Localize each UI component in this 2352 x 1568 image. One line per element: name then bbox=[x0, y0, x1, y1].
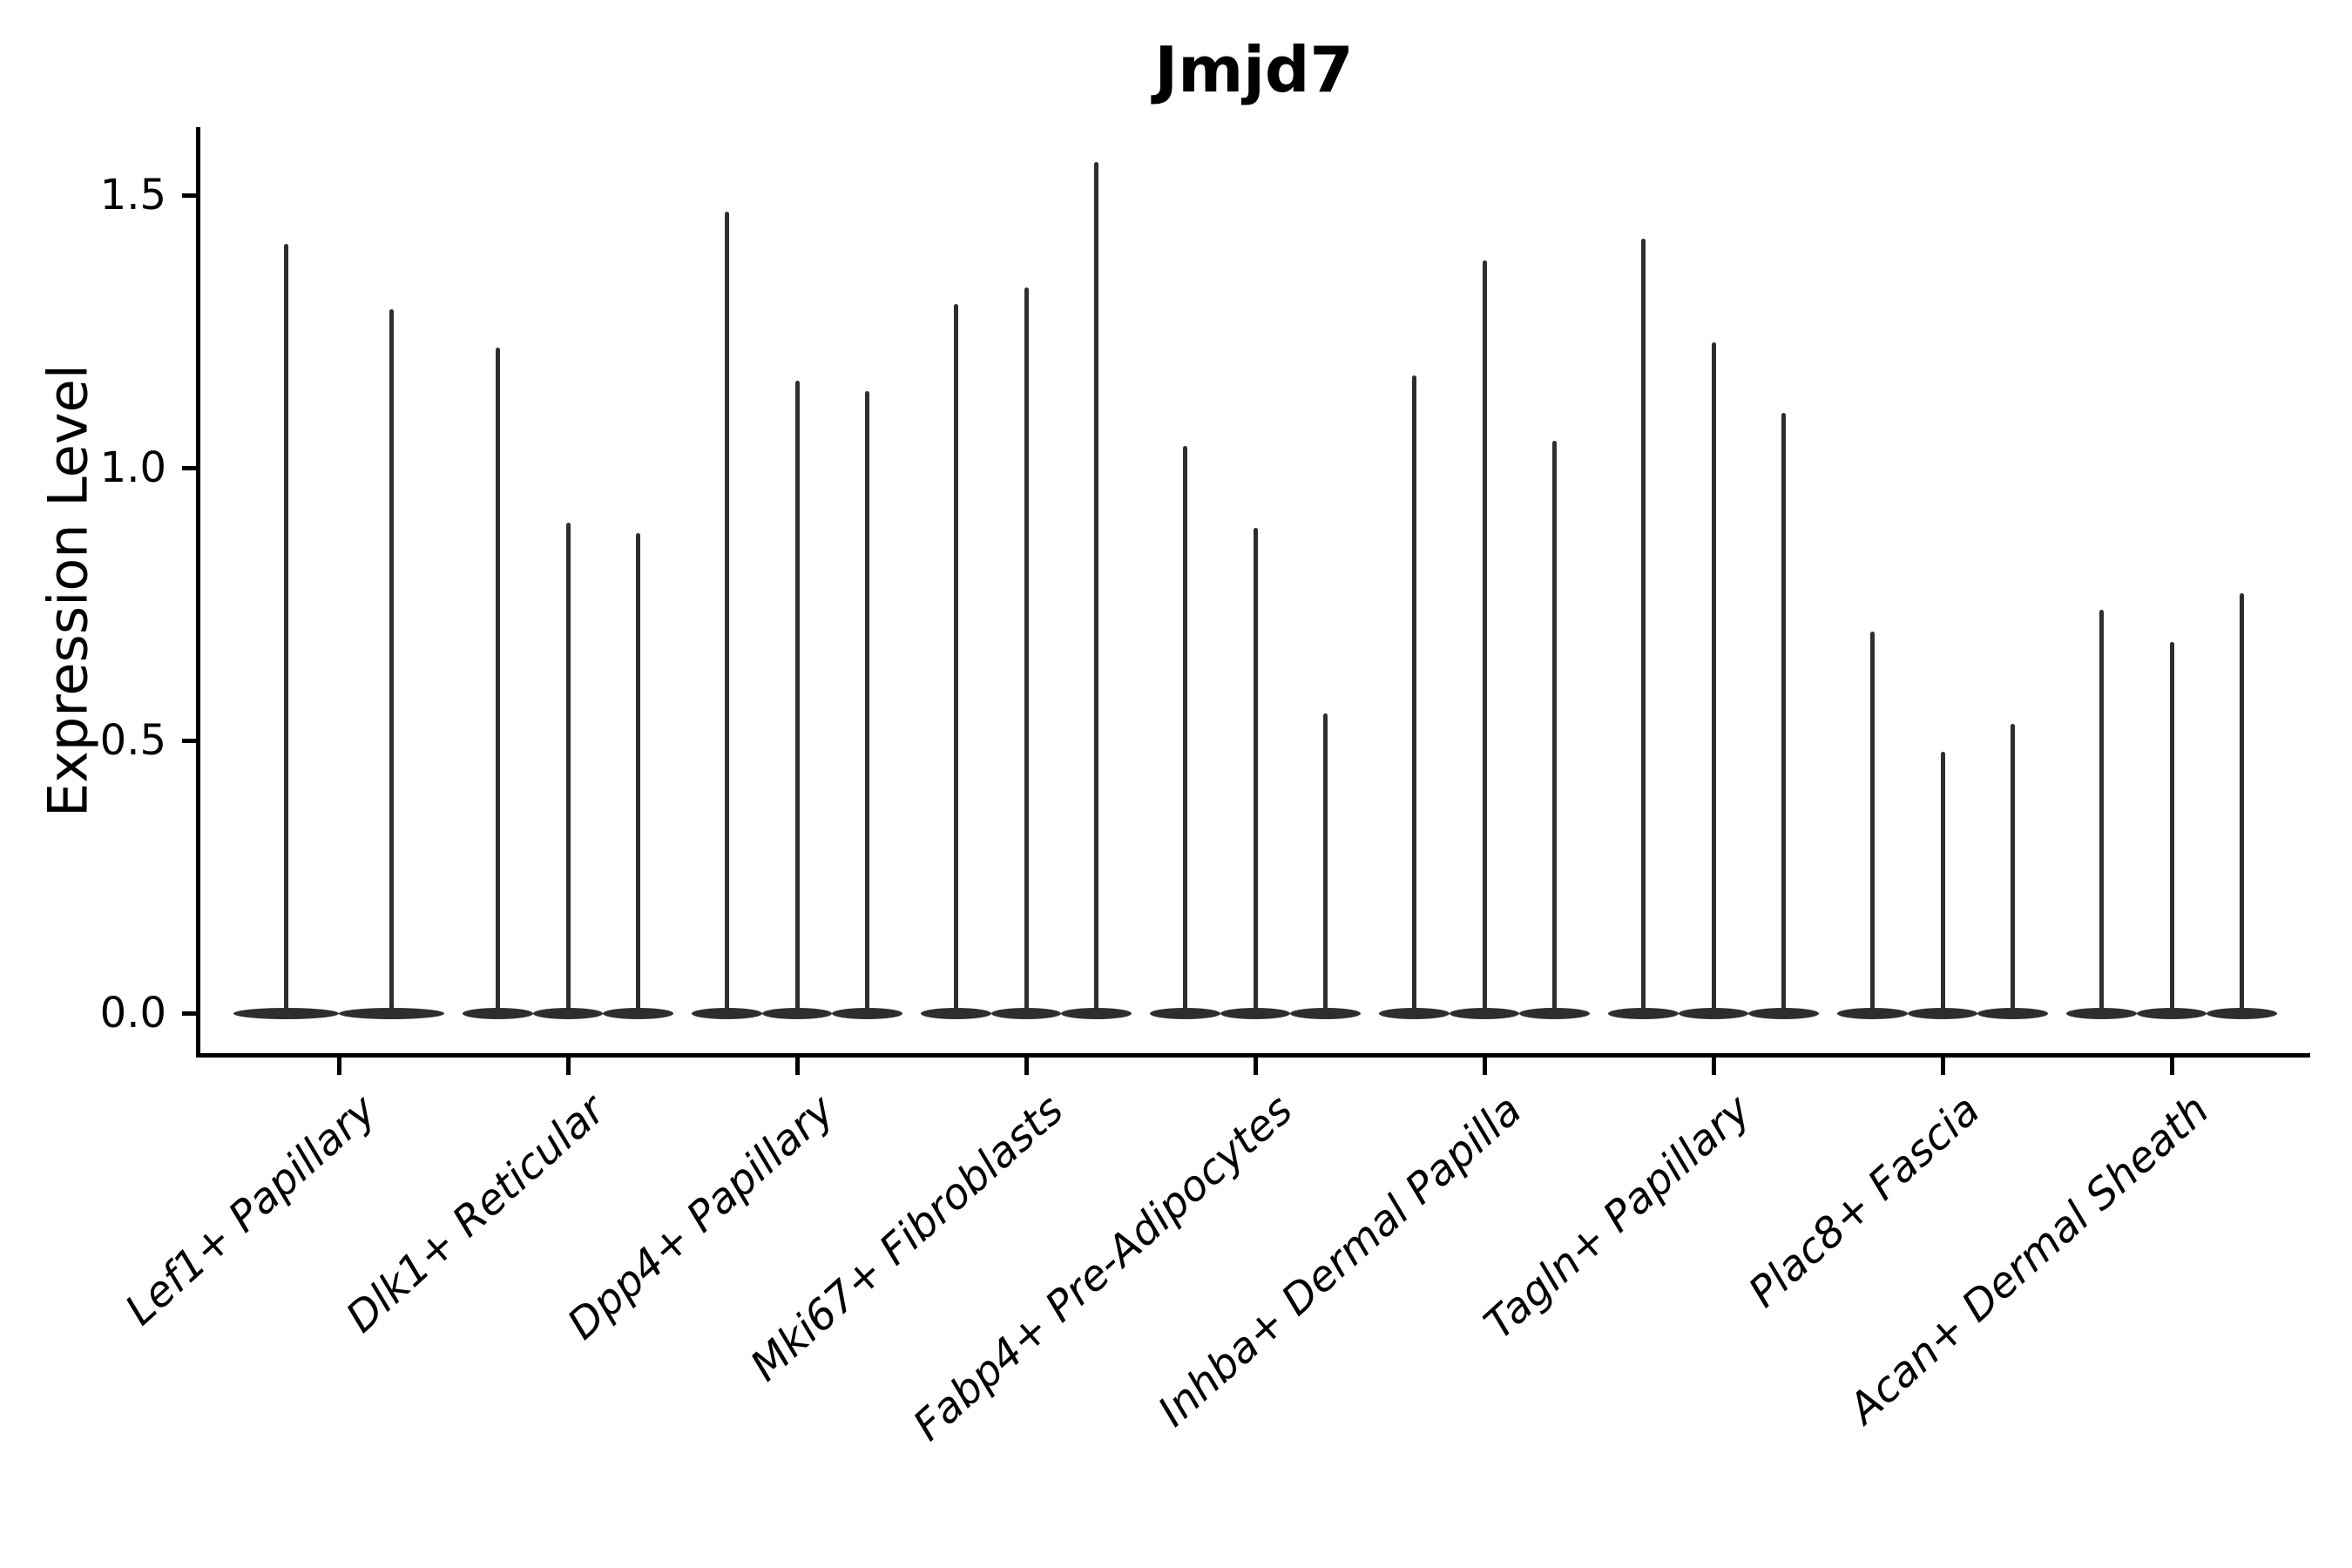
violin-base bbox=[233, 1007, 339, 1019]
violin-spike bbox=[389, 309, 394, 1013]
chart-title: Jmjd7 bbox=[1154, 33, 1354, 106]
violin-base bbox=[532, 1007, 604, 1019]
violin-spike bbox=[1411, 375, 1416, 1013]
violin-spike bbox=[495, 348, 500, 1013]
y-axis-spine bbox=[195, 127, 200, 1058]
violin-base bbox=[463, 1007, 533, 1019]
violin-spike bbox=[1253, 527, 1258, 1013]
x-axis-spine bbox=[195, 1053, 2310, 1058]
y-tick bbox=[181, 193, 196, 198]
x-tick bbox=[1482, 1058, 1487, 1075]
violin-base bbox=[1837, 1007, 1908, 1019]
violin-base bbox=[761, 1007, 833, 1019]
x-tick bbox=[1711, 1058, 1716, 1075]
violin-base bbox=[1290, 1007, 1361, 1019]
violin-base bbox=[1519, 1007, 1590, 1019]
violin-spike bbox=[2099, 609, 2104, 1013]
y-tick bbox=[181, 1010, 196, 1016]
y-tick-label: 1.5 bbox=[99, 171, 166, 220]
violin-base bbox=[2066, 1007, 2137, 1019]
violin-spike bbox=[1182, 445, 1187, 1013]
y-tick-label: 0.5 bbox=[99, 716, 166, 765]
violin-spike bbox=[794, 380, 800, 1013]
violin-spike bbox=[724, 211, 729, 1013]
violin-spike bbox=[1640, 239, 1646, 1013]
x-tick bbox=[336, 1058, 341, 1075]
y-tick-label: 1.0 bbox=[99, 443, 166, 492]
violin-base bbox=[2207, 1007, 2277, 1019]
violin-base bbox=[1061, 1007, 1132, 1019]
violin-base bbox=[832, 1007, 902, 1019]
violin-spike bbox=[284, 244, 288, 1013]
violin-spike bbox=[1711, 342, 1716, 1013]
violin-spike bbox=[1552, 440, 1558, 1013]
violin-base bbox=[603, 1007, 673, 1019]
violin-base bbox=[339, 1007, 444, 1019]
x-tick bbox=[1940, 1058, 1945, 1075]
violin-base bbox=[1748, 1007, 1819, 1019]
violin-base bbox=[2136, 1007, 2207, 1019]
violin-spike bbox=[565, 522, 571, 1013]
y-tick-label: 0.0 bbox=[99, 989, 166, 1037]
violin-spike bbox=[2011, 724, 2016, 1013]
violin-base bbox=[1379, 1007, 1450, 1019]
violin-base bbox=[1150, 1007, 1220, 1019]
violin-spike bbox=[1940, 751, 1945, 1013]
violin-base bbox=[1678, 1007, 1749, 1019]
y-tick bbox=[181, 465, 196, 470]
violin-base bbox=[1907, 1007, 1978, 1019]
violin-base bbox=[921, 1007, 991, 1019]
violin-spike bbox=[1482, 260, 1487, 1013]
violin-base bbox=[990, 1007, 1062, 1019]
violin-base bbox=[1977, 1007, 2048, 1019]
x-tick bbox=[794, 1058, 800, 1075]
violin-base bbox=[1220, 1007, 1291, 1019]
violin-spike bbox=[953, 304, 958, 1013]
violin-spike bbox=[2169, 642, 2174, 1013]
violin-base bbox=[1449, 1007, 1520, 1019]
violin-spike bbox=[1323, 713, 1328, 1013]
violin-spike bbox=[865, 391, 870, 1013]
violin-spike bbox=[636, 533, 641, 1013]
x-tick bbox=[565, 1058, 571, 1075]
violin-base bbox=[692, 1007, 762, 1019]
violin-spike bbox=[1869, 631, 1875, 1013]
violin-base bbox=[1608, 1007, 1679, 1019]
violin-spike bbox=[2240, 592, 2245, 1013]
violin-spike bbox=[1094, 162, 1099, 1013]
x-tick bbox=[2169, 1058, 2174, 1075]
x-tick bbox=[1253, 1058, 1258, 1075]
x-tick bbox=[1024, 1058, 1029, 1075]
violin-spike bbox=[1781, 413, 1787, 1013]
y-tick bbox=[181, 738, 196, 743]
violin-spike bbox=[1024, 287, 1029, 1013]
